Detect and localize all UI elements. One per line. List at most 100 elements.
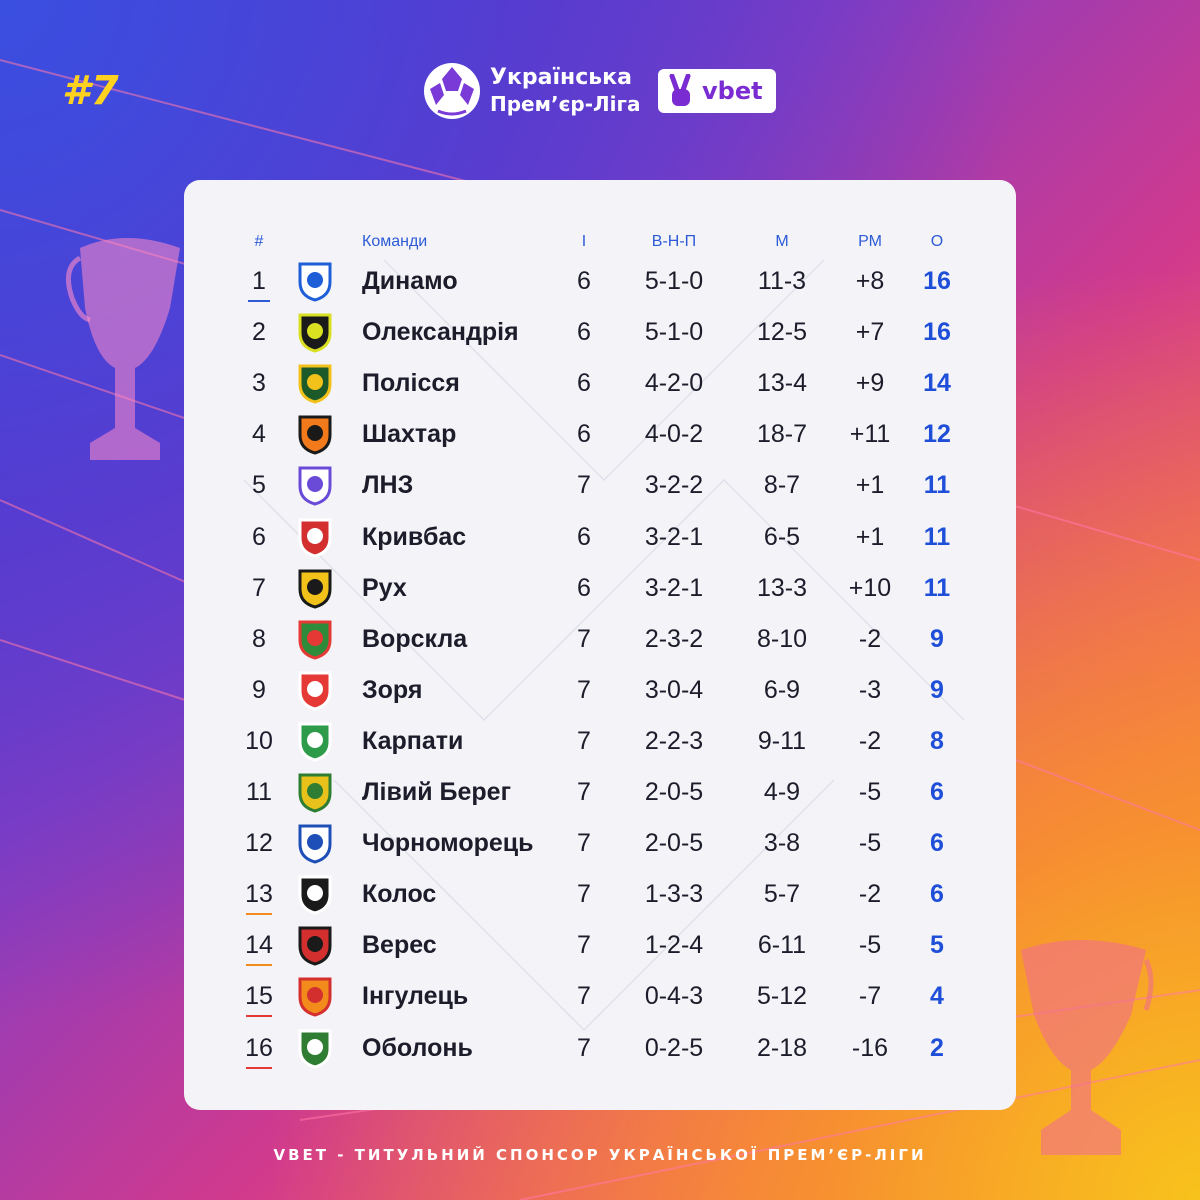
team-name: Полісся xyxy=(362,369,460,398)
games-played: 7 xyxy=(577,829,591,858)
row-position: 14 xyxy=(245,931,273,960)
win-draw-loss: 2-3-2 xyxy=(644,624,704,653)
games-played: 6 xyxy=(577,318,591,347)
column-header-team: Команди xyxy=(362,233,428,250)
footer-sponsor-text: VBET - ТИТУЛЬНИЙ СПОНСОР УКРАЇНСЬКОЇ ПРЕ… xyxy=(273,1146,927,1164)
team-name: Динамо xyxy=(362,267,458,295)
points: 9 xyxy=(930,624,944,653)
team-name: Лівий Берег xyxy=(362,778,511,806)
points: 14 xyxy=(923,369,951,398)
rukh-crest-icon xyxy=(298,569,332,609)
league-name-line2: Прем’єр-Ліга xyxy=(490,92,641,116)
points: 5 xyxy=(930,931,944,960)
goal-difference: +11 xyxy=(849,420,891,449)
zone-marker xyxy=(246,913,272,916)
column-header-goal-diff: РМ xyxy=(858,233,882,250)
games-played: 7 xyxy=(577,931,591,960)
games-played: 7 xyxy=(577,624,591,653)
table-row: 16 Оболонь 7 0-2-5 2-18 -16 2 xyxy=(184,1023,1016,1074)
win-draw-loss: 0-2-5 xyxy=(644,1033,704,1062)
kryvbas-crest-icon xyxy=(298,518,332,558)
goal-difference: +7 xyxy=(855,318,885,347)
team-name: Інгулець xyxy=(362,982,469,1011)
goal-difference: +1 xyxy=(855,471,885,500)
row-position: 2 xyxy=(252,318,266,347)
row-position: 11 xyxy=(246,778,272,806)
points: 6 xyxy=(930,778,944,806)
games-played: 7 xyxy=(577,778,591,806)
obolon-crest-icon xyxy=(298,1029,332,1069)
goal-difference: -2 xyxy=(858,726,882,755)
veres-crest-icon xyxy=(298,926,332,966)
card-background-pattern xyxy=(243,259,965,1032)
team-name: Верес xyxy=(362,931,437,960)
row-position: 3 xyxy=(252,369,266,398)
games-played: 6 xyxy=(577,573,591,602)
table-row: 10 Карпати 7 2-2-3 9-11 -2 8 xyxy=(184,716,1016,767)
goal-difference: -16 xyxy=(851,1033,889,1062)
vorskla-crest-icon xyxy=(298,620,332,660)
goals-for-against: 6-11 xyxy=(757,931,807,960)
win-draw-loss: 1-2-4 xyxy=(644,931,704,960)
win-draw-loss: 5-1-0 xyxy=(644,267,704,295)
chornomorets-crest-icon xyxy=(298,824,332,864)
games-played: 7 xyxy=(577,982,591,1011)
row-position: 13 xyxy=(245,880,273,909)
zone-marker xyxy=(246,1015,272,1018)
kolos-crest-icon xyxy=(298,875,332,915)
games-played: 6 xyxy=(577,369,591,398)
table-row: 9 Зоря 7 3-0-4 6-9 -3 9 xyxy=(184,665,1016,716)
points: 2 xyxy=(930,1033,944,1062)
row-position: 16 xyxy=(245,1033,273,1062)
win-draw-loss: 1-3-3 xyxy=(644,880,704,909)
goals-for-against: 2-18 xyxy=(756,1033,808,1062)
liviy-bereh-crest-icon xyxy=(298,773,332,813)
row-position: 6 xyxy=(252,522,266,551)
points: 11 xyxy=(923,522,951,551)
shakhtar-crest-icon xyxy=(298,415,332,455)
table-row: 8 Ворскла 7 2-3-2 8-10 -2 9 xyxy=(184,614,1016,665)
points: 16 xyxy=(923,267,951,295)
games-played: 7 xyxy=(577,1033,591,1062)
points: 8 xyxy=(930,726,944,755)
lnz-crest-icon xyxy=(298,466,332,506)
team-name: Олександрія xyxy=(362,318,519,347)
goal-difference: -5 xyxy=(858,931,882,960)
zone-marker xyxy=(248,300,270,302)
goals-for-against: 9-11 xyxy=(757,726,807,755)
matchweek-label: #7 xyxy=(62,68,120,114)
games-played: 7 xyxy=(577,880,591,909)
table-row: 2 Олександрія 6 5-1-0 12-5 +7 16 xyxy=(184,307,1016,358)
table-row: 13 Колос 7 1-3-3 5-7 -2 6 xyxy=(184,869,1016,920)
goal-difference: +10 xyxy=(848,573,892,602)
team-name: Ворскла xyxy=(362,624,468,653)
goals-for-against: 4-9 xyxy=(763,778,801,806)
goals-for-against: 5-7 xyxy=(763,880,801,909)
points: 6 xyxy=(930,880,944,909)
team-name: Рух xyxy=(362,573,407,602)
win-draw-loss: 4-2-0 xyxy=(644,369,704,398)
row-position: 9 xyxy=(252,675,266,704)
polissya-crest-icon xyxy=(298,364,332,404)
row-position: 4 xyxy=(252,420,266,449)
league-name-line1: Українська xyxy=(490,65,632,90)
goals-for-against: 18-7 xyxy=(756,420,808,449)
goals-for-against: 6-9 xyxy=(763,675,801,704)
team-name: ЛНЗ xyxy=(362,471,414,500)
win-draw-loss: 2-0-5 xyxy=(644,829,704,858)
goals-for-against: 8-7 xyxy=(763,471,801,500)
goals-for-against: 3-8 xyxy=(763,829,801,858)
trophy-left-icon xyxy=(65,238,180,460)
table-row: 1 Динамо 6 5-1-0 11-3 +8 16 xyxy=(184,256,1016,307)
games-played: 7 xyxy=(577,726,591,755)
points: 9 xyxy=(930,675,944,704)
table-row: 5 ЛНЗ 7 3-2-2 8-7 +1 11 xyxy=(184,460,1016,511)
table-row: 4 Шахтар 6 4-0-2 18-7 +11 12 xyxy=(184,409,1016,460)
goal-difference: -5 xyxy=(858,778,882,806)
table-row: 14 Верес 7 1-2-4 6-11 -5 5 xyxy=(184,920,1016,971)
column-header-wdl: В-Н-П xyxy=(651,233,697,250)
goals-for-against: 8-10 xyxy=(756,624,808,653)
sponsor-name: vbet xyxy=(702,77,763,105)
column-header-points: О xyxy=(930,233,944,250)
table-row: 6 Кривбас 6 3-2-1 6-5 +1 11 xyxy=(184,512,1016,563)
